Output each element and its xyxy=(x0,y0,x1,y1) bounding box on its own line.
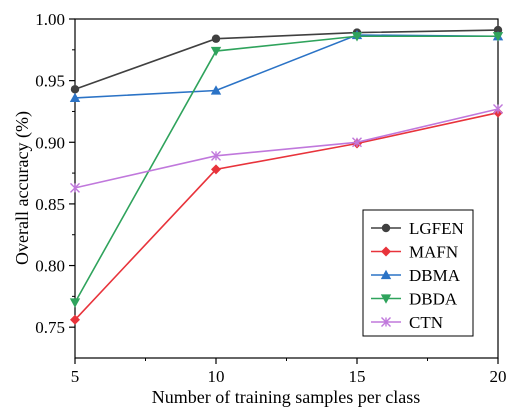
y-tick-label-0.90: 0.90 xyxy=(35,133,65,152)
y-tick-label-0.75: 0.75 xyxy=(35,318,65,337)
legend-label-ctn: CTN xyxy=(409,313,443,332)
data-point-ctn-5 xyxy=(70,182,80,193)
legend-marker-dbda xyxy=(380,294,392,304)
data-point-ctn-20 xyxy=(493,103,503,114)
data-point-ctn-15 xyxy=(352,137,362,148)
series-ctn xyxy=(70,103,503,193)
data-point-dbda-15 xyxy=(351,32,363,42)
data-point-ctn-10 xyxy=(211,150,221,161)
legend-item-dbda: DBDA xyxy=(371,290,458,309)
series-line-ctn xyxy=(74,108,499,189)
y-tick-label-1.00: 1.00 xyxy=(35,10,65,29)
data-point-mafn-5 xyxy=(70,314,80,325)
legend-label-lgfen: LGFEN xyxy=(409,219,464,238)
data-point-mafn-10 xyxy=(211,164,221,175)
data-point-dbda-10 xyxy=(210,46,222,57)
legend-label-mafn: MAFN xyxy=(409,243,458,262)
legend-item-ctn: CTN xyxy=(371,313,443,332)
x-tick-label-15: 15 xyxy=(349,367,366,386)
data-point-dbda-5 xyxy=(69,298,81,308)
data-point-lgfen-10 xyxy=(211,34,221,43)
legend: LGFEN MAFN DBMA DBDA CTN xyxy=(362,209,474,337)
data-point-lgfen-5 xyxy=(70,85,80,94)
data-point-dbma-5 xyxy=(69,92,81,103)
legend-item-mafn: MAFN xyxy=(371,243,458,262)
legend-marker-lgfen xyxy=(381,223,391,233)
legend-marker-mafn xyxy=(381,246,391,257)
legend-item-lgfen: LGFEN xyxy=(371,219,464,238)
x-tick-label-5: 5 xyxy=(71,367,80,386)
x-axis-label: Number of training samples per class xyxy=(152,387,420,407)
series-line-lgfen xyxy=(74,29,499,91)
data-point-dbda-20 xyxy=(492,32,504,42)
legend-item-dbma: DBMA xyxy=(371,266,461,285)
series-line-dbda xyxy=(74,35,498,303)
y-tick-label-0.80: 0.80 xyxy=(35,257,65,276)
legend-label-dbma: DBMA xyxy=(409,266,461,285)
y-axis-label: Overall accuracy (%) xyxy=(12,111,33,265)
series-dbda xyxy=(69,32,504,308)
axes: 5 10 15 20 0.75 0.80 0.85 0.90 0.95 1.00 xyxy=(35,10,506,386)
x-tick-label-10: 10 xyxy=(208,367,225,386)
data-point-dbma-10 xyxy=(210,85,222,95)
legend-marker-ctn xyxy=(381,317,391,327)
y-tick-label-0.85: 0.85 xyxy=(35,195,65,214)
x-tick-label-20: 20 xyxy=(490,367,507,386)
y-tick-label-0.95: 0.95 xyxy=(35,72,65,91)
series-line-mafn xyxy=(74,111,499,321)
legend-marker-dbma xyxy=(380,269,392,280)
series-dbma xyxy=(69,29,504,103)
legend-box xyxy=(362,209,474,337)
series-layer xyxy=(69,25,504,325)
legend-label-dbda: DBDA xyxy=(409,290,458,309)
